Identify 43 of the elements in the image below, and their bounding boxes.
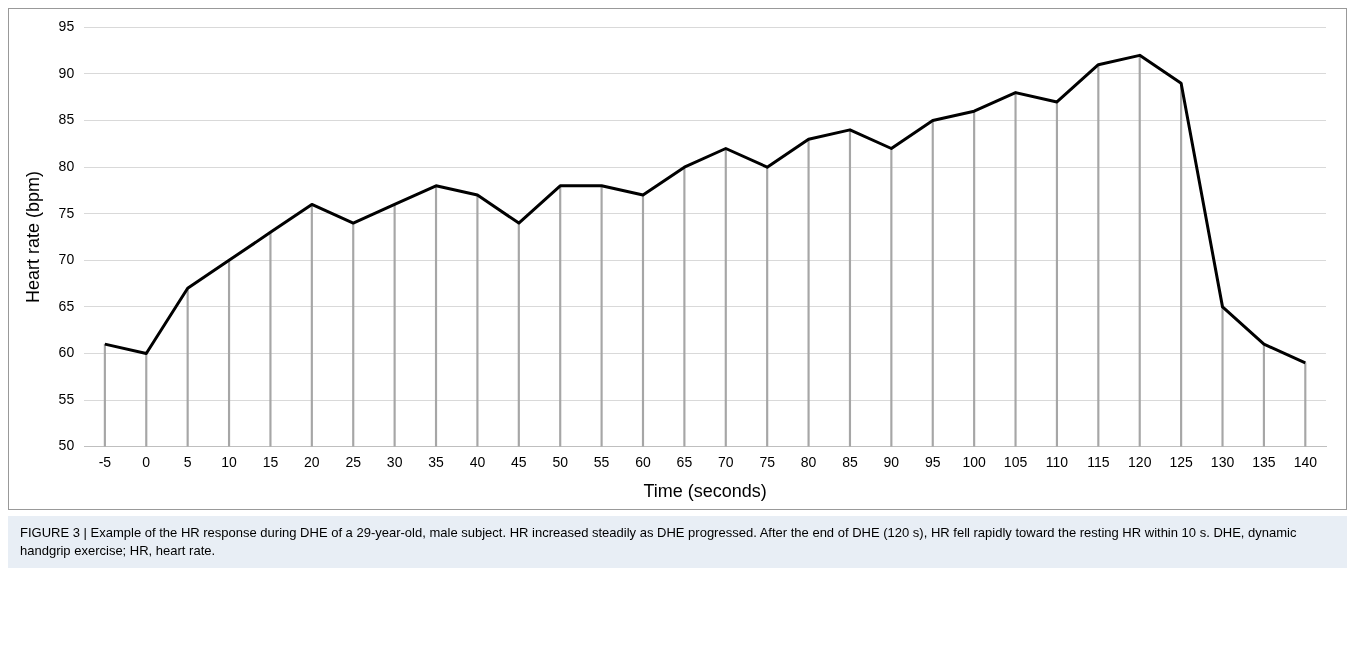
x-tick-label: 20 xyxy=(304,453,320,470)
y-tick-label: 65 xyxy=(58,297,75,314)
y-tick-label: 55 xyxy=(58,390,75,407)
x-tick-label: 90 xyxy=(883,453,900,470)
y-tick-label: 95 xyxy=(58,18,75,35)
y-tick-label: 60 xyxy=(58,344,75,361)
x-tick-label: 85 xyxy=(842,453,858,470)
x-tick-label: 35 xyxy=(428,453,445,470)
x-tick-label: 135 xyxy=(1252,453,1276,470)
x-tick-label: 75 xyxy=(759,453,776,470)
y-tick-label: 75 xyxy=(58,204,75,221)
x-tick-label: 125 xyxy=(1169,453,1194,470)
x-tick-label: 45 xyxy=(511,453,527,470)
x-tick-label: 50 xyxy=(552,453,569,470)
x-tick-label: 100 xyxy=(962,453,987,470)
x-tick-label: 80 xyxy=(800,453,817,470)
x-tick-label: 70 xyxy=(717,453,734,470)
y-axis-title: Heart rate (bpm) xyxy=(22,170,43,304)
x-tick-label: 55 xyxy=(593,453,610,470)
x-tick-label: 140 xyxy=(1293,453,1318,470)
caption: FIGURE 3 | Example of the HR response during DHE of a 29-year-old, male subject. HR increased steadily as DHE progressed. After the end of DHE (120 s), HR fell rapidly toward the resting HR within 10 s. DHE, dynamic handgrip exercise; HR, heart rate. xyxy=(8,516,1347,568)
y-tick-label: 70 xyxy=(58,251,75,268)
x-tick-label: 105 xyxy=(1003,453,1028,470)
x-tick-label: 5 xyxy=(183,453,192,470)
x-tick-label: 65 xyxy=(676,453,693,470)
x-tick-label: -5 xyxy=(98,453,112,470)
x-tick-label: 30 xyxy=(386,453,403,470)
x-tick-label: 40 xyxy=(469,453,486,470)
y-tick-label: 50 xyxy=(58,437,75,454)
x-tick-label: 10 xyxy=(221,453,238,470)
x-tick-label: 110 xyxy=(1045,453,1069,470)
x-tick-label: 0 xyxy=(142,453,151,470)
x-tick-label: 95 xyxy=(924,453,941,470)
x-tick-label: 130 xyxy=(1210,453,1235,470)
x-tick-label: 120 xyxy=(1128,453,1152,470)
x-tick-label: 115 xyxy=(1087,453,1110,470)
x-axis-title: Time (seconds) xyxy=(643,481,767,502)
x-tick-label: 25 xyxy=(345,453,362,470)
y-tick-label: 85 xyxy=(58,111,75,128)
x-tick-label: 60 xyxy=(635,453,651,470)
y-tick-label: 90 xyxy=(58,64,75,81)
x-tick-label: 15 xyxy=(262,453,279,470)
y-tick-label: 80 xyxy=(58,157,75,174)
